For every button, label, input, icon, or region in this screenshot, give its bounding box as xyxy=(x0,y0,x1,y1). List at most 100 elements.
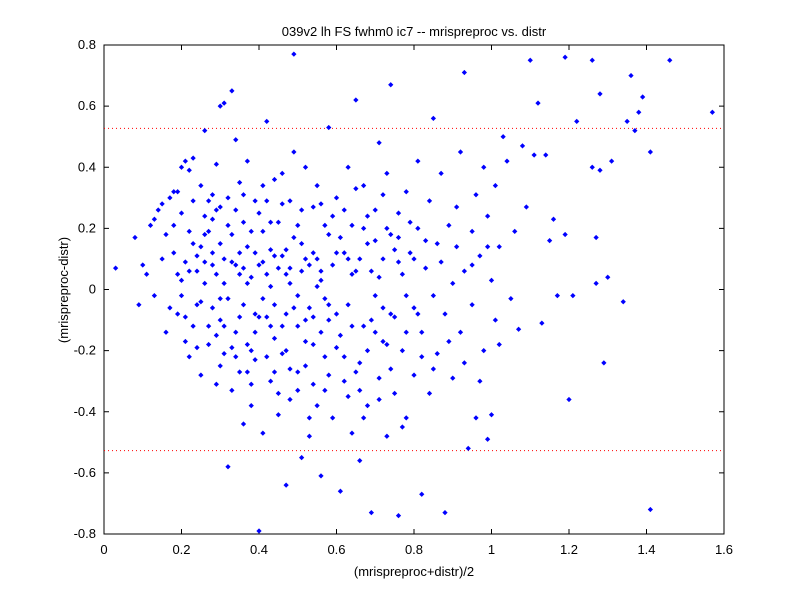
data-point xyxy=(403,292,409,299)
data-point xyxy=(605,274,611,280)
data-point xyxy=(237,369,243,375)
data-point xyxy=(349,271,355,277)
data-point xyxy=(485,244,491,250)
data-point xyxy=(477,378,483,384)
data-point xyxy=(264,314,270,320)
data-point xyxy=(233,262,239,268)
data-point xyxy=(299,454,305,461)
data-point xyxy=(206,323,212,329)
data-point xyxy=(271,369,278,375)
data-point xyxy=(423,265,429,271)
data-point xyxy=(376,140,382,146)
data-point xyxy=(593,280,599,287)
data-point xyxy=(399,348,405,354)
data-point xyxy=(353,97,359,103)
y-tick-label: 0.4 xyxy=(78,159,96,174)
y-tick-label: -0.4 xyxy=(74,404,96,419)
data-point xyxy=(357,360,363,366)
data-point xyxy=(206,228,212,235)
data-point xyxy=(302,317,309,323)
data-point xyxy=(182,314,188,320)
data-point xyxy=(376,274,382,280)
data-point xyxy=(182,259,188,265)
x-tick-label: 0 xyxy=(100,542,107,557)
data-point xyxy=(159,256,165,262)
data-point xyxy=(434,241,440,247)
data-point xyxy=(237,271,243,277)
data-point xyxy=(326,372,332,378)
data-point xyxy=(624,118,630,125)
data-point xyxy=(136,302,142,308)
data-point xyxy=(256,262,262,268)
data-point xyxy=(155,207,161,213)
data-point xyxy=(450,280,456,287)
data-point xyxy=(419,329,425,335)
data-point xyxy=(264,354,270,360)
y-tick-label: 0.8 xyxy=(78,37,96,52)
data-point xyxy=(252,311,258,317)
data-point xyxy=(430,366,436,372)
data-point xyxy=(240,265,247,271)
data-point xyxy=(442,311,448,317)
data-point xyxy=(167,305,173,311)
data-point xyxy=(283,482,289,488)
data-point xyxy=(248,228,254,235)
data-point xyxy=(113,265,119,271)
data-point xyxy=(314,283,320,290)
data-point xyxy=(206,198,212,204)
data-point xyxy=(426,198,433,204)
data-point xyxy=(337,332,343,338)
data-point xyxy=(310,250,316,256)
data-point xyxy=(202,280,208,287)
data-point xyxy=(554,292,560,299)
data-point xyxy=(209,216,216,222)
data-point xyxy=(279,351,285,357)
data-point xyxy=(237,179,243,186)
data-point xyxy=(268,378,274,384)
data-point xyxy=(376,375,382,381)
data-point xyxy=(326,317,332,323)
data-point xyxy=(229,259,235,265)
data-point xyxy=(473,192,479,198)
data-point xyxy=(492,317,498,323)
data-point xyxy=(330,213,336,219)
data-point xyxy=(268,247,274,253)
data-point xyxy=(597,167,603,173)
data-point xyxy=(326,302,332,308)
data-point xyxy=(217,204,223,210)
data-point xyxy=(318,201,324,207)
data-point xyxy=(225,222,231,228)
data-point xyxy=(260,296,266,302)
data-point xyxy=(171,222,177,228)
x-tick-label: 1.6 xyxy=(715,542,733,557)
data-point xyxy=(333,250,340,256)
data-point xyxy=(461,268,467,274)
y-tick-label: 0.2 xyxy=(78,220,96,235)
data-point xyxy=(295,369,301,375)
data-point xyxy=(345,256,351,262)
data-point xyxy=(186,167,192,173)
data-point xyxy=(283,348,289,354)
data-point xyxy=(508,296,514,302)
data-point xyxy=(415,225,421,231)
data-point xyxy=(357,256,363,262)
data-point xyxy=(202,231,208,238)
data-point xyxy=(461,360,467,366)
data-point xyxy=(237,314,243,320)
data-point xyxy=(574,118,580,125)
data-point xyxy=(264,271,270,277)
data-point xyxy=(268,283,274,290)
data-point xyxy=(446,222,452,228)
data-point xyxy=(341,207,347,213)
data-point xyxy=(349,323,355,329)
data-point xyxy=(411,372,417,378)
data-point xyxy=(302,363,309,369)
data-point xyxy=(229,88,235,94)
data-point xyxy=(349,430,355,436)
data-point xyxy=(240,421,247,427)
data-point xyxy=(430,115,436,121)
data-point xyxy=(380,338,386,345)
data-point xyxy=(271,253,278,259)
data-point xyxy=(392,390,398,397)
data-point xyxy=(531,152,537,158)
